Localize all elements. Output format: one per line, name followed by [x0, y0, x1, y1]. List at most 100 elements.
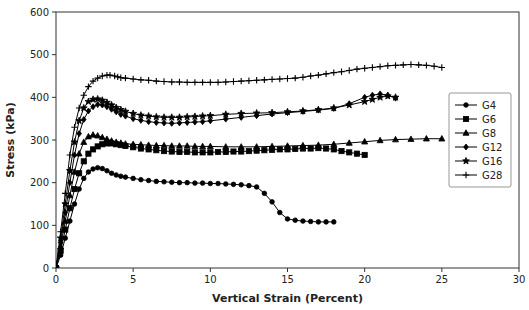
- y-tick-label: 600: [30, 7, 49, 18]
- point: [277, 147, 282, 152]
- y-tick-label: 400: [30, 92, 49, 103]
- x-tick-label: 20: [358, 274, 371, 285]
- point: [137, 112, 144, 119]
- point: [130, 76, 136, 82]
- point: [162, 120, 167, 126]
- point: [346, 67, 352, 73]
- point: [86, 170, 91, 175]
- point: [95, 102, 100, 108]
- point: [300, 74, 306, 80]
- legend-label: G8: [482, 128, 496, 139]
- point: [223, 149, 228, 154]
- point: [393, 136, 399, 142]
- point: [238, 144, 244, 150]
- point: [200, 181, 205, 186]
- point: [408, 136, 414, 142]
- legend-box: [449, 93, 511, 187]
- point: [300, 107, 307, 114]
- y-tick: [52, 54, 56, 55]
- y-tick: [52, 12, 56, 13]
- point: [119, 174, 124, 179]
- x-tick-label: 5: [130, 274, 136, 285]
- point: [161, 148, 166, 153]
- point: [161, 142, 167, 148]
- point: [71, 124, 77, 130]
- point: [347, 150, 352, 155]
- point: [385, 63, 391, 69]
- point: [293, 146, 298, 151]
- point: [269, 109, 276, 116]
- series: [56, 165, 336, 268]
- point: [239, 149, 244, 154]
- point: [154, 120, 159, 126]
- point: [315, 72, 321, 78]
- x-tick-label: 0: [53, 274, 59, 285]
- point: [91, 167, 96, 172]
- point: [408, 61, 414, 67]
- point: [331, 69, 337, 75]
- legend-label: G12: [482, 142, 502, 153]
- point: [308, 219, 313, 224]
- point: [246, 77, 252, 83]
- point: [81, 159, 86, 164]
- point: [168, 114, 175, 121]
- point: [145, 77, 151, 83]
- point: [111, 73, 117, 79]
- point: [239, 183, 244, 188]
- x-tick: [364, 268, 365, 272]
- point: [169, 120, 174, 126]
- point: [301, 219, 306, 224]
- legend-marker: [463, 172, 469, 178]
- point: [122, 108, 129, 115]
- x-tick: [133, 268, 134, 272]
- legend-label: G16: [482, 156, 502, 167]
- point: [415, 62, 421, 68]
- point: [130, 141, 136, 147]
- point: [104, 136, 110, 142]
- point: [184, 79, 190, 85]
- legend-marker: [463, 130, 469, 136]
- point: [223, 182, 228, 187]
- point: [153, 142, 159, 148]
- point: [199, 113, 206, 120]
- point: [285, 143, 291, 149]
- point: [138, 77, 144, 83]
- series: [56, 141, 367, 268]
- point: [377, 94, 384, 101]
- point: [253, 77, 259, 83]
- point: [146, 142, 152, 148]
- point: [223, 79, 229, 85]
- x-axis-label: Vertical Strain (Percent): [212, 292, 363, 305]
- point: [377, 63, 383, 69]
- point: [72, 186, 77, 191]
- point: [169, 143, 175, 149]
- point: [56, 265, 59, 268]
- point: [254, 185, 259, 190]
- chart: 0510152025300100200300400500600Vertical …: [0, 0, 529, 310]
- legend-marker: [463, 157, 470, 164]
- point: [332, 220, 337, 225]
- point: [369, 96, 376, 103]
- y-tick-label: 300: [30, 135, 49, 146]
- point: [392, 62, 398, 68]
- point: [153, 78, 159, 84]
- series-line: [56, 168, 334, 268]
- point: [230, 78, 236, 84]
- point: [100, 166, 105, 171]
- series-line: [56, 64, 442, 268]
- legend-marker: [464, 144, 469, 150]
- x-tick: [441, 268, 442, 272]
- point: [308, 146, 313, 151]
- point: [246, 148, 251, 153]
- x-tick-label: 25: [435, 274, 448, 285]
- point: [185, 180, 190, 185]
- point: [105, 168, 110, 173]
- point: [145, 113, 152, 120]
- y-tick: [52, 140, 56, 141]
- series: [56, 132, 445, 268]
- point: [254, 144, 260, 150]
- legend-label: G28: [482, 170, 502, 181]
- point: [253, 110, 260, 117]
- point: [377, 137, 383, 143]
- point: [277, 210, 282, 215]
